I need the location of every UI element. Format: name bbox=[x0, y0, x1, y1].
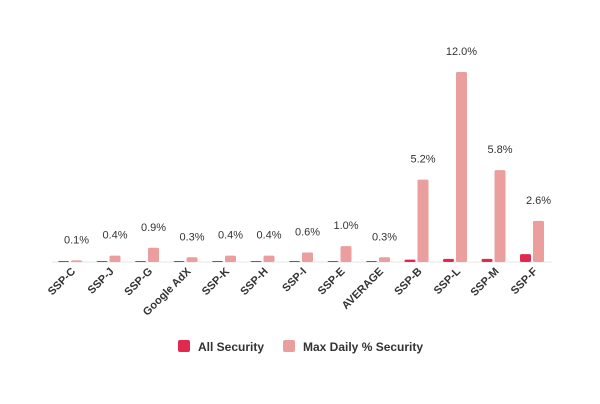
data-label-ssp-g: 0.9% bbox=[141, 222, 166, 234]
x-tick-label-ssp-m: SSP-M bbox=[468, 266, 501, 299]
data-label-ssp-c: 0.1% bbox=[64, 234, 89, 246]
bar-all-security-ssp-k bbox=[212, 261, 223, 262]
bar-all-security-ssp-c bbox=[58, 261, 69, 262]
bar-max-daily-security-ssp-e bbox=[340, 246, 352, 262]
x-tick-label-ssp-i: SSP-I bbox=[280, 266, 309, 295]
data-label-ssp-i: 0.6% bbox=[295, 227, 320, 239]
data-label-ssp-m: 5.8% bbox=[487, 144, 512, 156]
bar-all-security-ssp-m bbox=[481, 258, 493, 262]
bars-layer bbox=[58, 72, 544, 263]
bar-max-daily-security-average bbox=[379, 257, 390, 262]
bar-all-security-ssp-l bbox=[443, 258, 454, 262]
bar-all-security-ssp-e bbox=[327, 261, 339, 262]
data-label-google-adx: 0.3% bbox=[179, 231, 204, 243]
bar-max-daily-security-ssp-b bbox=[417, 179, 429, 262]
data-label-ssp-l: 12.0% bbox=[446, 46, 477, 58]
bar-all-security-ssp-b bbox=[404, 259, 416, 263]
data-label-ssp-e: 1.0% bbox=[333, 220, 358, 232]
bar-max-daily-security-ssp-j bbox=[109, 255, 121, 262]
data-label-ssp-f: 2.6% bbox=[526, 195, 551, 207]
data-label-ssp-k: 0.4% bbox=[218, 230, 243, 242]
data-labels-layer: 0.1% 0.4% 0.9% 0.3% 0.4% 0.4% 0.6% 1.0% 0.3% 5.2%… bbox=[64, 46, 551, 246]
legend-swatch-all-security bbox=[178, 340, 190, 352]
x-tick-label-average: AVERAGE bbox=[340, 266, 386, 312]
x-tick-label-ssp-f: SSP-F bbox=[509, 265, 541, 297]
x-tick-label-ssp-l: SSP-L bbox=[432, 265, 464, 297]
bar-all-security-google-adx bbox=[173, 261, 185, 262]
bar-all-security-ssp-f bbox=[520, 254, 531, 262]
bar-max-daily-security-ssp-l bbox=[456, 72, 467, 262]
bar-all-security-average bbox=[366, 261, 377, 262]
data-label-average: 0.3% bbox=[372, 231, 397, 243]
legend-item-all-security[interactable]: All Security bbox=[178, 340, 264, 354]
data-label-ssp-h: 0.4% bbox=[256, 230, 281, 242]
legend-item-max-daily-security[interactable]: Max Daily % Security bbox=[283, 340, 423, 354]
bar-all-security-ssp-j bbox=[96, 261, 108, 262]
bar-max-daily-security-ssp-k bbox=[225, 255, 236, 262]
x-tick-label-ssp-c: SSP-C bbox=[46, 266, 78, 298]
x-tick-label-ssp-g: SSP-G bbox=[122, 266, 155, 299]
bar-all-security-ssp-h bbox=[250, 261, 262, 262]
bar-all-security-ssp-g bbox=[135, 261, 146, 262]
x-tick-label-ssp-b: SSP-B bbox=[392, 266, 424, 298]
legend-swatch-max-daily-security bbox=[283, 340, 295, 352]
x-tick-label-ssp-e: SSP-E bbox=[316, 266, 348, 298]
data-label-ssp-j: 0.4% bbox=[102, 230, 127, 242]
bar-max-daily-security-ssp-f bbox=[533, 220, 544, 262]
bar-max-daily-security-ssp-h bbox=[263, 255, 275, 262]
x-tick-label-ssp-k: SSP-K bbox=[200, 266, 232, 298]
bar-max-daily-security-ssp-g bbox=[148, 247, 159, 262]
x-tick-label-ssp-h: SSP-H bbox=[238, 266, 270, 298]
legend: All Security Max Daily % Security bbox=[178, 340, 423, 354]
bar-max-daily-security-google-adx bbox=[186, 257, 198, 262]
legend-label-max-daily-security: Max Daily % Security bbox=[303, 340, 423, 354]
legend-label-all-security: All Security bbox=[198, 340, 264, 354]
data-label-ssp-b: 5.2% bbox=[410, 154, 435, 166]
bar-max-daily-security-ssp-m bbox=[494, 170, 506, 262]
bar-max-daily-security-ssp-i bbox=[302, 252, 313, 262]
bar-all-security-ssp-i bbox=[289, 261, 300, 262]
bar-max-daily-security-ssp-c bbox=[71, 260, 82, 262]
x-tick-label-ssp-j: SSP-J bbox=[86, 266, 117, 297]
